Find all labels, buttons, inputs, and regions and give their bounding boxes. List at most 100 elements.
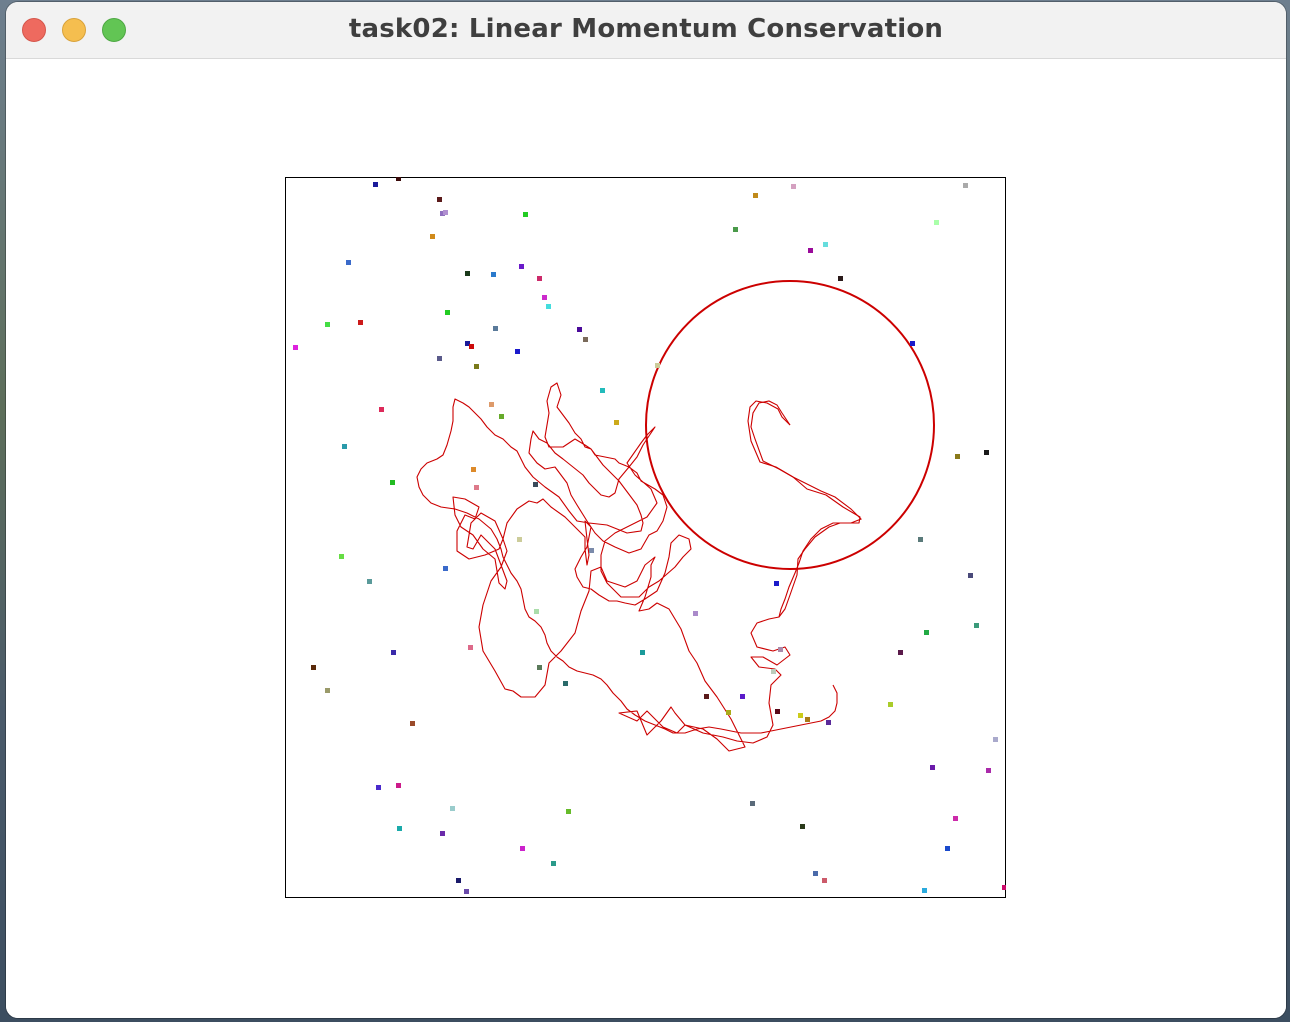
particle (445, 310, 450, 315)
particle (537, 276, 542, 281)
particle (704, 694, 709, 699)
particle (311, 665, 316, 670)
particle (583, 337, 588, 342)
particle (778, 647, 783, 652)
trajectory-trail (416, 382, 861, 752)
particle (838, 276, 843, 281)
particle (325, 322, 330, 327)
particle (520, 846, 525, 851)
particle (456, 878, 461, 883)
particle (798, 713, 803, 718)
particle (563, 681, 568, 686)
particle (515, 349, 520, 354)
particle (396, 783, 401, 788)
particle (440, 211, 445, 216)
particle (491, 272, 496, 277)
particle (474, 364, 479, 369)
particle (499, 414, 504, 419)
particle (293, 345, 298, 350)
particle (910, 341, 915, 346)
particle (489, 402, 494, 407)
particle (517, 537, 522, 542)
particle (342, 444, 347, 449)
particle (823, 242, 828, 247)
particle (464, 889, 469, 894)
particle (325, 688, 330, 693)
particle (440, 831, 445, 836)
particle (379, 407, 384, 412)
particle (469, 344, 474, 349)
close-button[interactable] (22, 18, 46, 42)
particle (397, 826, 402, 831)
viewport[interactable] (6, 59, 1286, 1018)
particle (523, 212, 528, 217)
particle (1002, 885, 1006, 890)
particle (437, 356, 442, 361)
particle (800, 824, 805, 829)
particle (373, 182, 378, 187)
particle (614, 420, 619, 425)
particle (955, 454, 960, 459)
particle (534, 609, 539, 614)
title-bar[interactable]: task02: Linear Momentum Conservation (6, 2, 1286, 59)
particle (898, 650, 903, 655)
particle (391, 650, 396, 655)
particle (410, 721, 415, 726)
particle (984, 450, 989, 455)
particle (974, 623, 979, 628)
simulation-boundary (285, 177, 1006, 898)
particle-layer (293, 177, 1006, 894)
particle (474, 485, 479, 490)
particle (924, 630, 929, 635)
particle (471, 467, 476, 472)
particle (753, 193, 758, 198)
particle (930, 765, 935, 770)
particle (346, 260, 351, 265)
particle (963, 183, 968, 188)
large-particle-circle (645, 280, 935, 570)
particle (945, 846, 950, 851)
particle (655, 363, 660, 368)
particle (993, 737, 998, 742)
simulation-canvas[interactable] (285, 177, 1006, 898)
particle (726, 710, 731, 715)
particle (450, 806, 455, 811)
particle (339, 554, 344, 559)
particle (808, 248, 813, 253)
particle (775, 709, 780, 714)
particle (986, 768, 991, 773)
particle (376, 785, 381, 790)
particle (468, 645, 473, 650)
particle (750, 801, 755, 806)
particle (968, 573, 973, 578)
particle (465, 341, 470, 346)
particle (443, 566, 448, 571)
particle (771, 669, 776, 674)
particle (537, 665, 542, 670)
particle (396, 177, 401, 181)
particle (443, 210, 448, 215)
particle (430, 234, 435, 239)
minimize-button[interactable] (62, 18, 86, 42)
particle (774, 581, 779, 586)
particle (465, 271, 470, 276)
particle (533, 482, 538, 487)
app-window: task02: Linear Momentum Conservation (6, 2, 1286, 1018)
particle (358, 320, 363, 325)
particle (826, 720, 831, 725)
particle (367, 579, 372, 584)
particle (934, 220, 939, 225)
window-title: task02: Linear Momentum Conservation (348, 14, 944, 44)
particle (493, 326, 498, 331)
particle (805, 717, 810, 722)
particle (918, 537, 923, 542)
particle (519, 264, 524, 269)
particle (888, 702, 893, 707)
particle (589, 548, 594, 553)
particle (813, 871, 818, 876)
particle (437, 197, 442, 202)
particle (566, 809, 571, 814)
particle (953, 816, 958, 821)
particle (551, 861, 556, 866)
zoom-button[interactable] (102, 18, 126, 42)
